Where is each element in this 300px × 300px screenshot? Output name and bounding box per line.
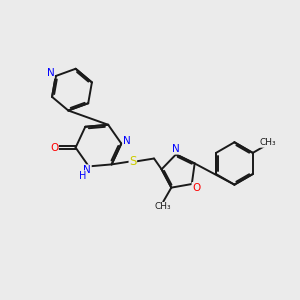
Text: S: S xyxy=(129,155,137,168)
Text: CH₃: CH₃ xyxy=(260,138,276,147)
Text: CH₃: CH₃ xyxy=(155,202,172,211)
Text: N: N xyxy=(172,144,180,154)
Text: H: H xyxy=(79,171,86,181)
Text: O: O xyxy=(192,183,200,193)
Text: N: N xyxy=(46,68,54,78)
Text: N: N xyxy=(83,165,91,175)
Text: N: N xyxy=(123,136,130,146)
Text: O: O xyxy=(50,142,58,153)
